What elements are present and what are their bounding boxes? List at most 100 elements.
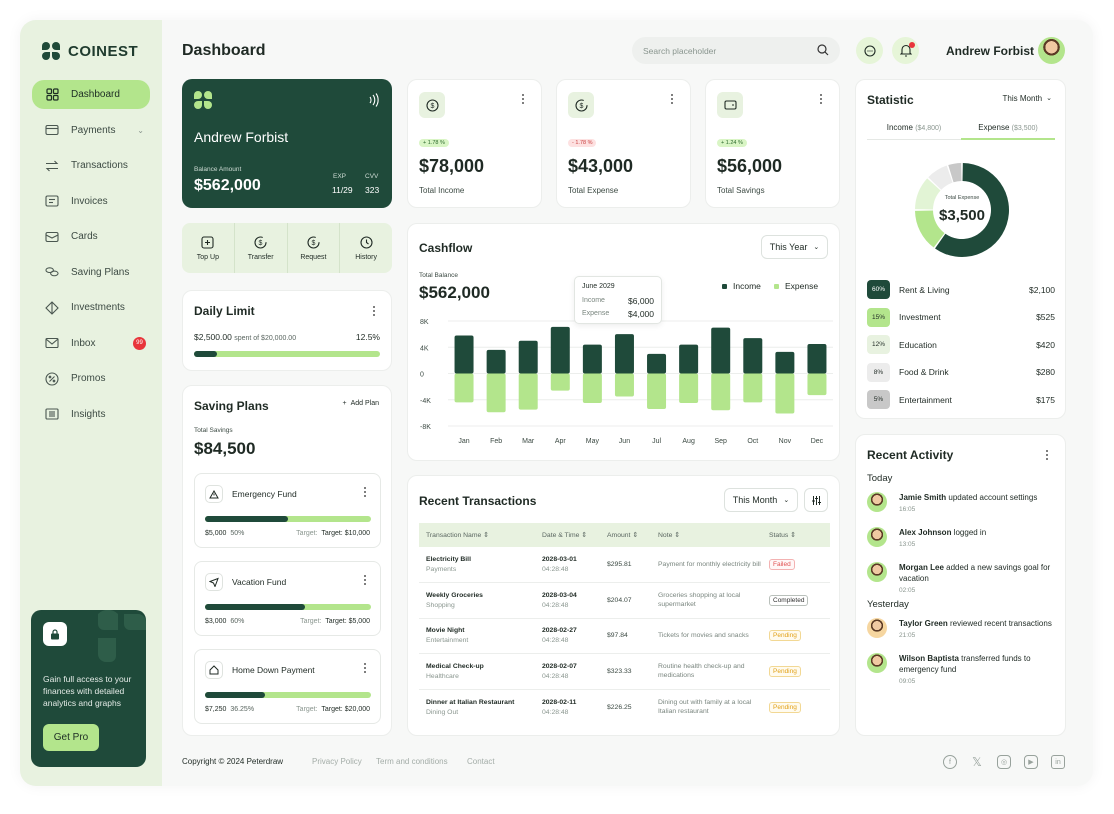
notification-button[interactable] xyxy=(892,37,919,64)
user-avatar[interactable] xyxy=(1038,37,1065,64)
more-options-icon[interactable] xyxy=(360,486,370,498)
col-status[interactable]: Status ⇕ xyxy=(769,523,830,547)
sidebar-item-payments[interactable]: Payments ⌄ xyxy=(32,116,150,145)
contact-link[interactable]: Contact xyxy=(467,757,495,766)
youtube-icon[interactable]: ▶ xyxy=(1024,755,1038,769)
x-icon[interactable]: 𝕏 xyxy=(972,755,982,769)
more-options-icon[interactable] xyxy=(1042,449,1052,461)
income-bar[interactable] xyxy=(550,326,570,374)
statistic-item[interactable]: 15% Investment $525 xyxy=(867,307,1055,327)
income-bar[interactable] xyxy=(518,340,538,374)
facebook-icon[interactable]: f xyxy=(943,755,957,769)
sidebar-item-inbox[interactable]: Inbox 99 xyxy=(32,329,150,358)
expense-bar[interactable] xyxy=(679,373,699,404)
total-income-card[interactable]: $ + 1.78 % $78,000 Total Income xyxy=(407,79,542,208)
linkedin-icon[interactable]: in xyxy=(1051,755,1065,769)
search-icon[interactable] xyxy=(817,44,829,58)
tab-income[interactable]: Income ($4,800) xyxy=(867,118,961,140)
statistic-item[interactable]: 8% Food & Drink $280 xyxy=(867,362,1055,382)
donut-slice[interactable] xyxy=(915,178,941,210)
bank-card[interactable]: Andrew Forbist Balance Amount $562,000 E… xyxy=(182,79,392,208)
sidebar-item-dashboard[interactable]: Dashboard xyxy=(32,80,150,109)
transfer-button[interactable]: $ Transfer xyxy=(235,223,288,273)
cashflow-period-dropdown[interactable]: This Year ⌄ xyxy=(761,235,828,259)
expense-bar[interactable] xyxy=(454,373,474,403)
income-bar[interactable] xyxy=(486,349,506,374)
expense-bar[interactable] xyxy=(647,373,667,409)
add-plan-button[interactable]: + Add Plan xyxy=(342,400,379,407)
history-button[interactable]: History xyxy=(340,223,392,273)
table-row[interactable]: Weekly Groceries Shopping 2028-03-04 04:28:… xyxy=(419,583,830,618)
expense-bar[interactable] xyxy=(743,373,763,403)
user-name[interactable]: Andrew Forbist xyxy=(946,44,1035,58)
plan-item-home[interactable]: Home Down Payment $7,250 36.25% Target: … xyxy=(194,649,381,724)
statistic-period-dropdown[interactable]: This Month ⌄ xyxy=(1003,94,1052,103)
instagram-icon[interactable]: ◎ xyxy=(997,755,1011,769)
top-up-button[interactable]: Top Up xyxy=(182,223,235,273)
income-bar[interactable] xyxy=(679,344,699,374)
search-input[interactable]: Search placeholder xyxy=(632,37,840,64)
sidebar-item-cards[interactable]: Cards xyxy=(32,222,150,251)
table-row[interactable]: Electricity Bill Payments 2028-03-01 04:28:… xyxy=(419,547,830,583)
table-row[interactable]: Dinner at Italian Restaurant Dining Out 20… xyxy=(419,689,830,725)
expense-bar[interactable] xyxy=(775,373,795,414)
activity-item[interactable]: Taylor Green reviewed recent transaction… xyxy=(867,618,1057,653)
income-bar[interactable] xyxy=(775,351,795,374)
more-options-icon[interactable] xyxy=(360,662,370,674)
plan-item-vacation[interactable]: Vacation Fund $3,000 60% Target: Target:… xyxy=(194,561,381,636)
statistic-item[interactable]: 12% Education $420 xyxy=(867,335,1055,354)
col-note[interactable]: Note ⇕ xyxy=(658,523,769,547)
table-row[interactable]: Medical Check-up Healthcare 2028-02-07 04:2… xyxy=(419,654,830,689)
activity-item[interactable]: Morgan Lee added a new savings goal for … xyxy=(867,562,1057,597)
more-options-icon[interactable] xyxy=(816,93,826,105)
sidebar-item-saving-plans[interactable]: Saving Plans xyxy=(32,258,150,287)
income-bar[interactable] xyxy=(454,335,474,374)
donut-slice[interactable] xyxy=(928,165,953,190)
filter-button[interactable] xyxy=(804,488,828,512)
income-bar[interactable] xyxy=(647,353,667,374)
expense-bar[interactable] xyxy=(550,373,570,391)
plan-item-emergency[interactable]: Emergency Fund $5,000 50% Target: Target… xyxy=(194,473,381,548)
request-button[interactable]: $ Request xyxy=(288,223,341,273)
income-bar[interactable] xyxy=(582,344,602,374)
activity-item[interactable]: Alex Johnson logged in 13:05 xyxy=(867,527,1057,562)
donut-slice[interactable] xyxy=(935,163,1009,257)
total-savings-card[interactable]: + 1.24 % $56,000 Total Savings xyxy=(705,79,840,208)
income-bar[interactable] xyxy=(614,334,634,374)
sidebar-item-invoices[interactable]: Invoices xyxy=(32,187,150,216)
expense-bar[interactable] xyxy=(518,373,538,410)
terms-link[interactable]: Term and conditions xyxy=(376,757,448,766)
expense-bar[interactable] xyxy=(582,373,602,404)
expense-bar[interactable] xyxy=(614,373,634,397)
activity-item[interactable]: Jamie Smith updated account settings 16:0… xyxy=(867,492,1057,527)
chevron-down-icon[interactable]: ⌄ xyxy=(137,125,144,135)
expense-bar[interactable] xyxy=(486,373,506,413)
more-options-icon[interactable] xyxy=(369,305,379,317)
sidebar-item-transactions[interactable]: Transactions xyxy=(32,151,150,180)
more-options-icon[interactable] xyxy=(518,93,528,105)
expense-bar[interactable] xyxy=(807,373,827,396)
income-bar[interactable] xyxy=(807,343,827,374)
get-pro-button[interactable]: Get Pro xyxy=(43,724,99,751)
more-options-icon[interactable] xyxy=(667,93,677,105)
expense-bar[interactable] xyxy=(711,373,731,411)
donut-slice[interactable] xyxy=(948,163,962,183)
brand-logo[interactable]: COINEST xyxy=(42,42,138,60)
sidebar-item-investments[interactable]: Investments xyxy=(32,293,150,322)
col-amount[interactable]: Amount ⇕ xyxy=(607,523,658,547)
statistic-item[interactable]: 5% Entertainment $175 xyxy=(867,390,1055,409)
col-transaction-name[interactable]: Transaction Name ⇕ xyxy=(419,523,542,547)
transactions-period-dropdown[interactable]: This Month ⌄ xyxy=(724,488,798,512)
table-row[interactable]: Movie Night Entertainment 2028-02-27 04:28:… xyxy=(419,618,830,654)
sidebar-item-insights[interactable]: Insights xyxy=(32,400,150,429)
statistic-item[interactable]: 60% Rent & Living $2,100 xyxy=(867,280,1055,299)
sidebar-item-promos[interactable]: Promos xyxy=(32,364,150,393)
donut-slice[interactable] xyxy=(915,210,945,248)
col-date-time[interactable]: Date & Time ⇕ xyxy=(542,523,607,547)
activity-item[interactable]: Wilson Baptista transferred funds to eme… xyxy=(867,653,1057,688)
tab-expense[interactable]: Expense ($3,500) xyxy=(961,118,1055,140)
more-options-icon[interactable] xyxy=(360,574,370,586)
chat-button[interactable] xyxy=(856,37,883,64)
income-bar[interactable] xyxy=(711,327,731,374)
income-bar[interactable] xyxy=(743,338,763,374)
